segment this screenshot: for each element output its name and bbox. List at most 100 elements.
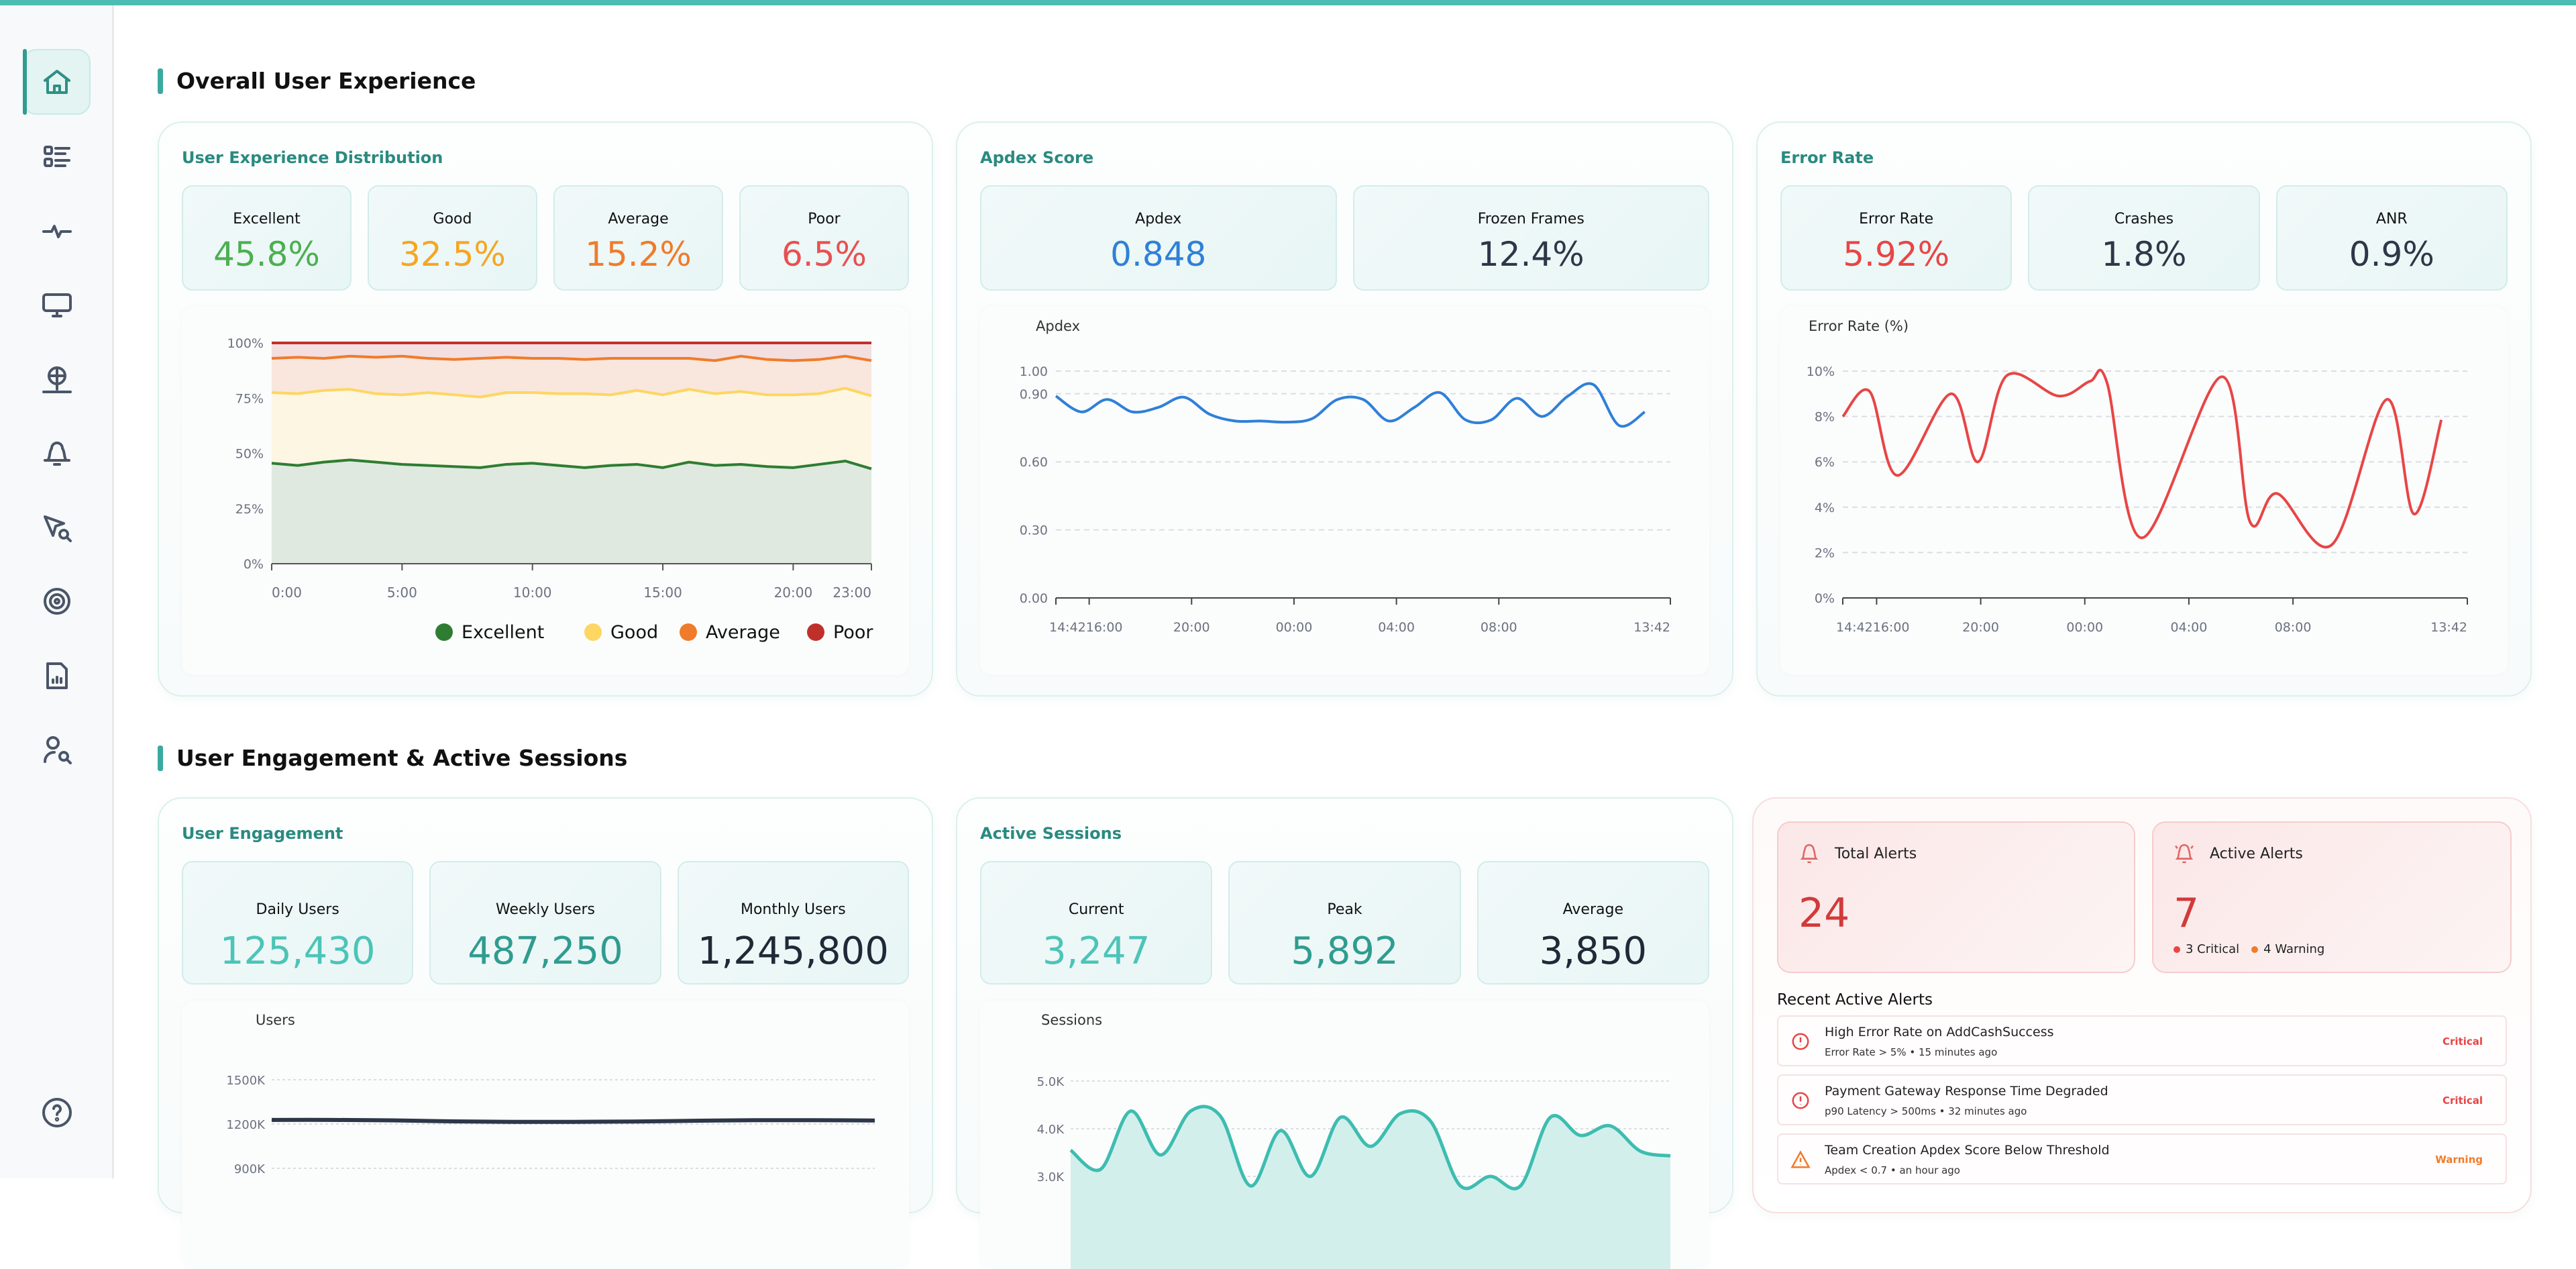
stat-peak: Peak 5,892 xyxy=(1228,861,1461,984)
y-tick-label: 0.00 xyxy=(1020,591,1048,606)
area-poor xyxy=(272,343,871,361)
alert-title: Payment Gateway Response Time Degraded xyxy=(1825,1084,2108,1099)
sidebar-item-network[interactable] xyxy=(23,347,91,413)
stat-average: Average 15.2% xyxy=(553,185,723,291)
active-alerts-count: 7 xyxy=(2174,890,2200,937)
y-axis-title: Sessions xyxy=(1041,1012,1102,1028)
y-tick-label: 4.0K xyxy=(1037,1123,1065,1137)
stat-value: 3,850 xyxy=(1539,929,1647,973)
target-icon xyxy=(43,588,70,615)
stat-label: Error Rate xyxy=(1859,211,1934,227)
alert-subtitle: Apdex < 0.7 • an hour ago xyxy=(1825,1164,1960,1176)
help-button[interactable] xyxy=(23,1080,91,1146)
y-axis-title: Users xyxy=(256,1012,295,1028)
sidebar-item-home[interactable] xyxy=(23,49,91,115)
stat-anr: ANR 0.9% xyxy=(2275,185,2508,291)
sidebar-item-target[interactable] xyxy=(23,568,91,634)
total-alerts-box[interactable]: Total Alerts 24 xyxy=(1777,821,2135,973)
alert-item[interactable]: Payment Gateway Response Time Degraded p9… xyxy=(1777,1074,2507,1125)
legend-marker xyxy=(584,623,602,641)
x-tick-label: 14:4216:00 xyxy=(1049,620,1123,635)
stat-label: Current xyxy=(1068,901,1124,918)
series-line xyxy=(1841,368,2443,548)
y-axis-title: Apdex xyxy=(1036,318,1080,334)
y-tick-label: 75% xyxy=(235,391,264,406)
section-title-overall: Overall User Experience xyxy=(158,68,476,94)
stat-crashes: Crashes 1.8% xyxy=(2028,185,2260,291)
card-title: Active Sessions xyxy=(980,824,1122,843)
sidebar-item-monitor[interactable] xyxy=(23,272,91,338)
sidebar-item-alerts[interactable] xyxy=(23,421,91,487)
stat-label: Average xyxy=(1562,901,1623,918)
sidebar-item-reports[interactable] xyxy=(23,643,91,709)
sidebar-item-user-search[interactable] xyxy=(23,717,91,782)
warning-dot xyxy=(2251,946,2259,953)
x-tick-label: 20:00 xyxy=(774,585,813,601)
y-tick-label: 25% xyxy=(235,502,264,517)
y-tick-label: 1200K xyxy=(226,1118,266,1132)
area-good xyxy=(272,388,871,469)
card-title: Apdex Score xyxy=(980,148,1094,167)
legend-label: Average xyxy=(706,622,780,643)
y-axis-title: Error Rate (%) xyxy=(1809,318,1909,334)
severity-badge: Warning xyxy=(2435,1154,2483,1166)
help-icon xyxy=(42,1098,72,1127)
warning-triangle-icon xyxy=(1790,1150,1811,1168)
stat-label: Average xyxy=(608,211,669,227)
y-tick-label: 50% xyxy=(235,447,264,462)
stat-value: 15.2% xyxy=(585,235,692,274)
error-rate-card: Error Rate Error Rate 5.92% Crashes 1.8% ANR… xyxy=(1756,121,2532,697)
ux-chart: 0% 25% 50% 75% 100% 0:00 5:00 10:00 15:00 20:00 23… xyxy=(182,307,909,675)
error-rate-chart: Error Rate (%) 0% 2% 4% 6% 8% 10% 14:4216:00 20:… xyxy=(1780,307,2508,675)
x-tick-label: 13:42 xyxy=(2430,620,2467,635)
y-tick-label: 0.90 xyxy=(1020,387,1048,402)
users-chart: Users 900K 1200K 1500K xyxy=(182,1001,909,1269)
stat-daily-users: Daily Users 125,430 xyxy=(182,861,414,984)
stat-value: 3,247 xyxy=(1042,929,1150,973)
stat-label: Peak xyxy=(1327,901,1362,918)
total-alerts-label: Total Alerts xyxy=(1835,845,1917,862)
series-line-average xyxy=(271,354,872,362)
legend-label: Excellent xyxy=(462,622,544,643)
x-tick-label: 04:00 xyxy=(1378,620,1415,635)
area-average xyxy=(272,356,871,397)
stat-value: 6.5% xyxy=(781,235,867,274)
stat-weekly-users: Weekly Users 487,250 xyxy=(429,861,661,984)
critical-dot xyxy=(2174,946,2180,953)
y-tick-label: 0.60 xyxy=(1020,455,1048,470)
y-tick-label: 100% xyxy=(227,336,264,351)
active-alerts-box[interactable]: Active Alerts 7 3 Critical 4 Warning xyxy=(2152,821,2512,973)
stat-value: 5,892 xyxy=(1291,929,1399,973)
sidebar-item-list[interactable] xyxy=(23,125,91,191)
stat-current: Current 3,247 xyxy=(980,861,1213,984)
home-icon xyxy=(43,70,70,94)
alert-item[interactable]: High Error Rate on AddCashSuccess Error R… xyxy=(1777,1015,2507,1066)
critical-count: 3 Critical xyxy=(2186,942,2240,956)
stat-good: Good 32.5% xyxy=(368,185,537,291)
y-tick-label: 10% xyxy=(1807,364,1835,379)
stat-value: 32.5% xyxy=(399,235,506,274)
stat-frozen-frames: Frozen Frames 12.4% xyxy=(1352,185,1709,291)
x-tick-label: 10:00 xyxy=(513,585,552,601)
alert-title: Team Creation Apdex Score Below Threshol… xyxy=(1825,1143,2110,1158)
list-icon xyxy=(43,146,70,167)
top-accent-bar xyxy=(0,0,2576,5)
sidebar-item-activity[interactable] xyxy=(23,199,91,264)
x-tick-label: 00:00 xyxy=(1276,620,1313,635)
y-tick-label: 0% xyxy=(1815,591,1835,606)
legend-label: Poor xyxy=(833,622,873,643)
sidebar-item-cursor-search[interactable] xyxy=(23,495,91,560)
user-engagement-card: User Engagement Daily Users 125,430 Weekly… xyxy=(158,797,933,1269)
stat-value: 125,430 xyxy=(219,929,376,973)
stat-value: 12.4% xyxy=(1477,235,1585,274)
stat-apdex: Apdex 0.848 xyxy=(980,185,1337,291)
user-search-icon xyxy=(43,736,72,764)
alert-title: High Error Rate on AddCashSuccess xyxy=(1825,1025,2054,1039)
alert-item[interactable]: Team Creation Apdex Score Below Threshol… xyxy=(1777,1133,2507,1184)
bell-ringing-icon xyxy=(2175,844,2194,864)
sessions-chart: Sessions 3.0K 4.0K 5.0K xyxy=(980,1001,1709,1269)
y-tick-label: 0% xyxy=(244,557,264,572)
section-title-engagement: User Engagement & Active Sessions xyxy=(158,745,627,771)
severity-badge: Critical xyxy=(2442,1035,2483,1048)
x-tick-label: 00:00 xyxy=(2066,620,2103,635)
